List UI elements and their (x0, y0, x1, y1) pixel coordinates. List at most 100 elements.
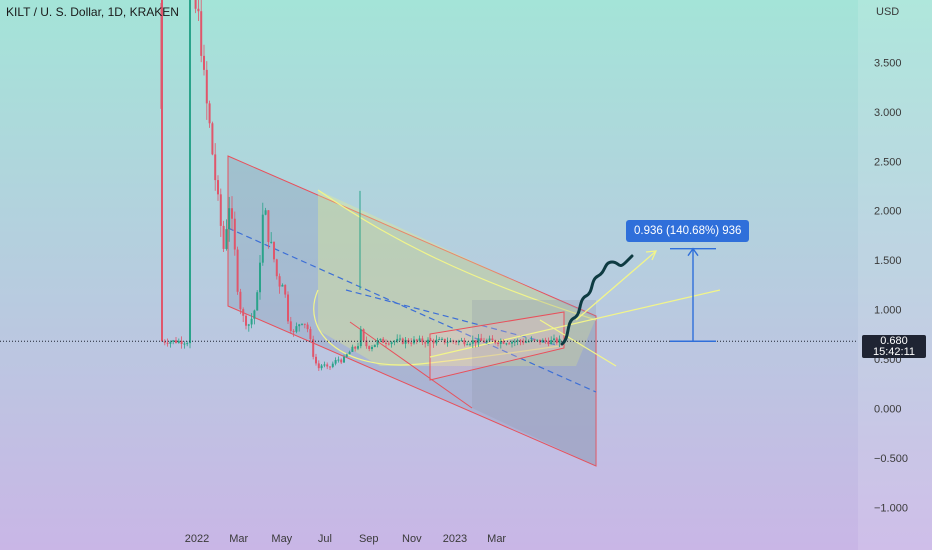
candle-body (163, 341, 166, 343)
candle-body (550, 340, 553, 345)
candle-body (516, 340, 519, 342)
candle-body (317, 363, 320, 369)
candle-body (348, 351, 351, 355)
y-tick-label: 2.000 (874, 206, 902, 218)
candle-body (200, 11, 203, 56)
x-tick-label: May (271, 533, 292, 545)
candle-body (343, 356, 345, 363)
y-tick-label: −1.000 (874, 502, 908, 514)
candle-body (362, 329, 365, 341)
candle-body (180, 340, 183, 344)
candle-body (553, 338, 555, 341)
candle-body (399, 338, 401, 340)
candle-body (172, 340, 175, 342)
x-tick-label: Mar (229, 533, 248, 545)
candle-body (281, 284, 284, 287)
candle-body (334, 360, 337, 364)
candle-body (161, 0, 163, 342)
candle-body (264, 210, 267, 215)
candle-body (455, 341, 457, 343)
candle-body (239, 291, 242, 310)
candle-body (177, 340, 180, 343)
candle-body (354, 346, 357, 349)
candle-body (261, 214, 264, 263)
candle-body (502, 341, 505, 344)
projection-path (560, 254, 634, 346)
candle-body (427, 339, 429, 344)
x-tick-label: 2023 (443, 533, 467, 545)
candle-body (270, 241, 273, 243)
candle-body (323, 364, 326, 366)
price-axis[interactable] (858, 0, 932, 550)
y-tick-label: 1.000 (874, 305, 902, 317)
candle-body (256, 292, 259, 311)
candle-body (435, 339, 438, 344)
candle-body (247, 324, 250, 326)
candle-body (497, 342, 499, 344)
candle-body (236, 249, 239, 292)
candle-body (217, 180, 219, 195)
y-tick-label: 2.500 (874, 156, 902, 168)
candle-body (527, 341, 530, 343)
candle-body (385, 342, 387, 344)
candle-body (320, 365, 323, 369)
candle-body (379, 338, 382, 341)
projection-arrowhead (645, 250, 658, 261)
candle-body (466, 344, 469, 346)
candle-body (203, 55, 205, 70)
candle-body (208, 103, 211, 124)
candle-body (393, 341, 396, 343)
candle-body (474, 340, 477, 344)
midline-dashed (227, 227, 597, 393)
candle-body (331, 363, 334, 367)
candle-body (242, 309, 245, 316)
y-tick-label: 0.000 (874, 404, 902, 416)
candle-body (477, 338, 480, 344)
candle-body (488, 338, 491, 341)
candle-body (368, 346, 371, 350)
candle-body (306, 324, 309, 330)
arc-upper (317, 189, 597, 321)
candle-body (555, 338, 558, 343)
candle-body (211, 123, 214, 155)
candle-body (359, 329, 362, 347)
candle-body (301, 323, 303, 325)
candle-body (219, 194, 222, 226)
candle-body (228, 208, 231, 230)
fan-line-lower (539, 319, 617, 367)
candle-body (371, 347, 373, 350)
measure-arrowhead (687, 247, 699, 257)
candle-body (530, 339, 533, 342)
candle-body (183, 343, 186, 345)
candle-body (387, 343, 390, 345)
bar-countdown: 15:42:11 (872, 346, 915, 358)
candle-body (522, 341, 525, 343)
candle-body (533, 339, 536, 341)
candle-body (463, 340, 466, 345)
candle-body (396, 338, 399, 342)
candle-body (275, 259, 278, 277)
candle-body (175, 340, 177, 343)
candle-body (259, 262, 261, 293)
candle-body (250, 318, 253, 325)
candle-body (205, 69, 208, 104)
candle-body (287, 294, 289, 322)
candle-body (315, 356, 317, 364)
candle-body (376, 340, 379, 345)
candle-body (340, 359, 343, 363)
candle-body (410, 342, 413, 344)
candle-body (429, 339, 432, 341)
candle-body (166, 342, 169, 344)
candle-body (298, 324, 301, 327)
trend-dashed (345, 289, 561, 347)
candle-body (541, 339, 544, 343)
candle-body (438, 339, 441, 341)
candle-body (471, 340, 474, 344)
candle-body (194, 0, 197, 9)
candle-body (169, 341, 172, 344)
sub-channel-line (349, 321, 473, 409)
candle-body (225, 229, 228, 249)
x-tick-label: Sep (359, 533, 379, 545)
